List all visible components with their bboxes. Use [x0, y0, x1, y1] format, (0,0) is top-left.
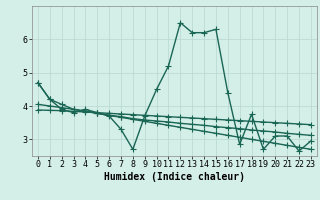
X-axis label: Humidex (Indice chaleur): Humidex (Indice chaleur) [104, 172, 245, 182]
